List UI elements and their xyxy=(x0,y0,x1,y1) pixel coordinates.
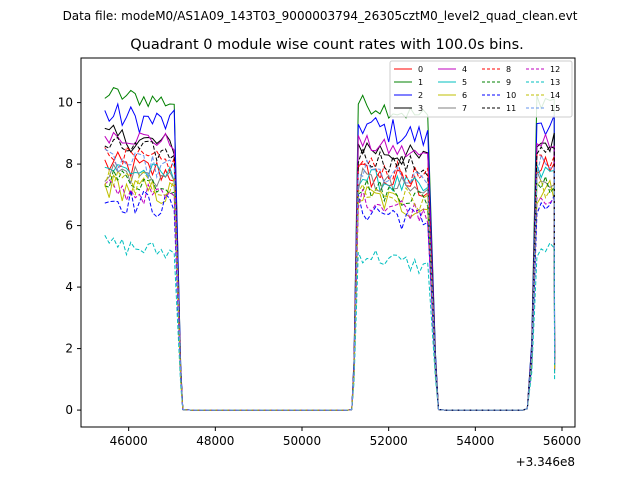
series-line-6 xyxy=(104,174,556,411)
series-line-13 xyxy=(104,234,556,411)
y-tick-label: 10 xyxy=(58,96,73,110)
legend-box xyxy=(389,60,573,118)
x-axis: 46000 48000 50000 52000 54000 56000 xyxy=(110,427,581,448)
y-axis: 0 2 4 6 8 10 xyxy=(58,96,81,417)
x-tick-label: 54000 xyxy=(456,434,494,448)
y-tick-label: 4 xyxy=(65,280,73,294)
series-line-0 xyxy=(104,150,556,411)
legend-label-3: 3 xyxy=(418,104,423,113)
y-tick-label: 0 xyxy=(65,403,73,417)
legend-label-2: 2 xyxy=(418,91,423,100)
y-tick-label: 6 xyxy=(65,219,73,233)
legend-label-7: 7 xyxy=(462,104,467,113)
series-line-10 xyxy=(104,190,556,411)
series-line-8 xyxy=(104,146,556,411)
legend-label-13: 13 xyxy=(550,78,560,87)
series-line-5 xyxy=(104,163,556,411)
plot-lines xyxy=(104,86,556,411)
series-line-11 xyxy=(104,136,556,411)
series-line-1 xyxy=(104,86,556,411)
legend-label-8: 8 xyxy=(506,65,511,74)
legend-label-4: 4 xyxy=(462,65,467,74)
y-tick-label: 8 xyxy=(65,157,73,171)
x-tick-label: 50000 xyxy=(283,434,321,448)
x-offset-label: +3.346e8 xyxy=(516,455,575,469)
series-line-7 xyxy=(104,163,556,411)
chart-title: Quadrant 0 module wise count rates with … xyxy=(130,37,524,53)
series-line-12 xyxy=(104,179,556,411)
legend-label-12: 12 xyxy=(550,65,560,74)
y-tick-label: 2 xyxy=(65,342,73,356)
x-tick-label: 46000 xyxy=(110,434,148,448)
legend-label-15: 15 xyxy=(550,104,560,113)
legend-label-5: 5 xyxy=(462,78,467,87)
x-tick-label: 52000 xyxy=(370,434,408,448)
legend-label-6: 6 xyxy=(462,91,467,100)
legend-label-10: 10 xyxy=(506,91,516,100)
legend-label-14: 14 xyxy=(550,91,560,100)
legend-label-11: 11 xyxy=(506,104,516,113)
chart-suptitle: Data file: modeM0/AS1A09_143T03_90000037… xyxy=(63,9,578,23)
legend-label-0: 0 xyxy=(418,65,423,74)
axes-frame xyxy=(80,57,576,428)
series-line-15 xyxy=(104,148,556,411)
series-line-3 xyxy=(104,124,556,411)
x-tick-label: 48000 xyxy=(196,434,234,448)
x-tick-label: 56000 xyxy=(543,434,581,448)
legend-label-1: 1 xyxy=(418,78,423,87)
legend-label-9: 9 xyxy=(506,78,511,87)
